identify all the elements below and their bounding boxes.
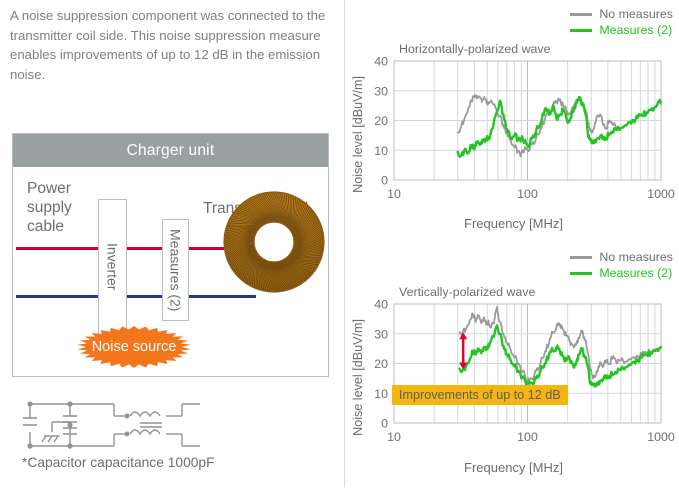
legend-swatch-no-measures [570, 12, 593, 16]
legend-label-no-measures: No measures [599, 250, 673, 264]
svg-text:10: 10 [387, 430, 401, 444]
legend-item-measures: Measures (2) [570, 265, 673, 281]
y-axis-title-bottom: Noise level [dBuV/m] [351, 319, 365, 436]
circuit-diagram-icon [23, 401, 200, 449]
wire-positive [16, 247, 256, 250]
svg-text:40: 40 [374, 55, 388, 69]
chart-horizontally-polarized: Horizontally-polarized wave No measures … [347, 0, 679, 243]
svg-text:10: 10 [374, 144, 388, 158]
legend-bottom: No measures Measures (2) [570, 249, 673, 281]
improvement-annotation: Improvements of up to 12 dB [392, 385, 568, 405]
left-column: A noise suppression component was connec… [10, 8, 329, 470]
svg-text:100: 100 [517, 430, 538, 444]
svg-text:1000: 1000 [647, 187, 675, 201]
legend-item-no-measures: No measures [570, 249, 673, 265]
svg-text:10: 10 [374, 387, 388, 401]
chart-title-top: Horizontally-polarized wave [399, 42, 551, 56]
column-divider [344, 0, 345, 487]
svg-text:0: 0 [381, 417, 388, 431]
svg-text:20: 20 [374, 114, 388, 128]
legend-label-no-measures: No measures [599, 7, 673, 21]
intro-paragraph: A noise suppression component was connec… [10, 8, 326, 82]
svg-text:10: 10 [387, 187, 401, 201]
svg-text:20: 20 [374, 357, 388, 371]
svg-text:1000: 1000 [647, 430, 675, 444]
charger-unit-header: Charger unit [13, 134, 328, 167]
svg-text:30: 30 [374, 84, 388, 98]
x-axis-title-top: Frequency [MHz] [464, 216, 563, 231]
svg-text:30: 30 [374, 327, 388, 341]
legend-item-no-measures: No measures [570, 6, 673, 22]
capacitor-note: *Capacitor capacitance 1000pF [22, 455, 215, 470]
legend-label-measures: Measures (2) [599, 23, 673, 37]
inverter-block: Inverter [98, 199, 127, 335]
x-axis-title-bottom: Frequency [MHz] [464, 460, 563, 475]
inverter-label: Inverter [104, 243, 121, 291]
charger-unit-body: Power supply cable Transmitter coil Inve… [13, 167, 328, 376]
toroid-coil-icon [223, 191, 325, 293]
starburst-icon [77, 326, 191, 368]
noise-source-label: Noise source [91, 339, 177, 355]
power-supply-cable-label: Power supply cable [27, 180, 72, 235]
legend-label-measures: Measures (2) [599, 266, 673, 280]
y-axis-title-top: Noise level [dBuV/m] [351, 76, 365, 193]
legend-top: No measures Measures (2) [570, 6, 673, 38]
measures-label: Measures (2) [167, 228, 184, 312]
legend-swatch-measures [570, 28, 593, 32]
chart-title-bottom: Vertically-polarized wave [399, 285, 536, 299]
wire-negative [16, 295, 256, 298]
chart-vertically-polarized: Vertically-polarized wave No measures Me… [347, 243, 679, 487]
svg-text:40: 40 [374, 298, 388, 312]
transmitter-coil-graphic [221, 189, 327, 295]
legend-swatch-measures [570, 271, 593, 275]
noise-source-badge: Noise source [75, 325, 193, 369]
svg-text:100: 100 [517, 187, 538, 201]
measures-block: Measures (2) [162, 219, 189, 321]
legend-swatch-no-measures [570, 255, 593, 259]
charger-unit-diagram: Charger unit Power supply cable Transmit… [12, 133, 329, 377]
filter-circuit-schematic [22, 398, 212, 452]
svg-text:0: 0 [381, 174, 388, 188]
legend-item-measures: Measures (2) [570, 22, 673, 38]
